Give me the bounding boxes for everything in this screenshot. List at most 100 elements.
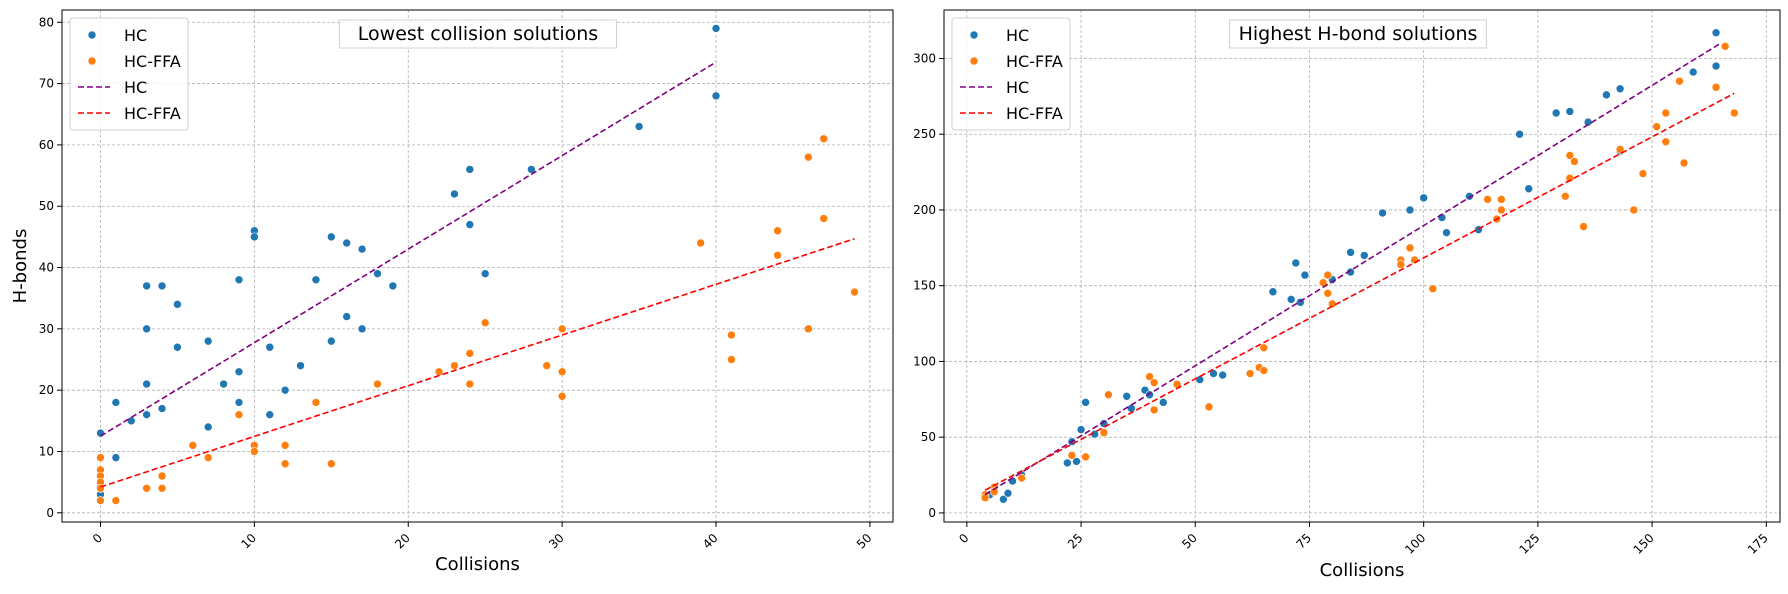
data-point <box>557 391 567 401</box>
data-point <box>1063 458 1072 468</box>
data-point <box>773 250 782 260</box>
x-tick-label: 150 <box>1631 531 1657 557</box>
data-point <box>203 453 213 462</box>
data-point <box>1145 390 1154 400</box>
data-point <box>1483 195 1492 204</box>
legend-label: HC-FFA <box>124 52 181 71</box>
data-point <box>1442 228 1451 237</box>
data-point <box>157 471 167 481</box>
data-point <box>557 324 567 334</box>
y-tick-label: 200 <box>913 203 936 217</box>
data-point <box>373 379 382 389</box>
data-point <box>1072 457 1081 466</box>
data-point <box>1081 452 1090 462</box>
data-point <box>1711 28 1721 38</box>
data-point <box>1405 205 1415 215</box>
data-point <box>111 453 121 462</box>
data-point <box>280 385 290 395</box>
legend-label: HC-FFA <box>1006 52 1063 71</box>
data-point <box>1565 107 1575 116</box>
data-point <box>342 238 351 248</box>
data-point <box>96 496 105 505</box>
data-point <box>1720 42 1730 51</box>
data-point <box>311 275 321 285</box>
data-point <box>711 91 721 101</box>
data-point <box>388 281 398 291</box>
data-point <box>819 134 829 144</box>
x-axis-label: Collisions <box>1320 560 1405 581</box>
series-hc-points <box>985 28 1721 504</box>
data-point <box>142 281 151 291</box>
x-tick-label: 0 <box>956 531 971 546</box>
data-point <box>1638 169 1648 178</box>
legend-marker <box>87 30 97 40</box>
data-point <box>1104 390 1113 400</box>
data-point <box>465 220 475 229</box>
data-point <box>157 483 167 493</box>
data-point <box>142 410 151 419</box>
data-point <box>1551 108 1561 118</box>
data-point <box>265 410 275 419</box>
y-tick-label: 100 <box>913 354 936 368</box>
data-point <box>1158 398 1168 407</box>
data-point <box>234 410 244 419</box>
data-point <box>203 336 213 346</box>
data-point <box>1560 192 1570 201</box>
data-point <box>327 336 336 346</box>
data-point <box>1378 208 1387 218</box>
data-point <box>1410 255 1419 265</box>
data-point <box>1209 369 1218 378</box>
y-tick-label: 0 <box>46 506 54 520</box>
data-point <box>1524 184 1534 194</box>
data-point <box>980 493 990 503</box>
data-point <box>711 24 721 33</box>
data-point <box>1602 90 1611 100</box>
chart-title-box <box>338 19 618 49</box>
chart-panel-2: 0 25 50 75 100 125 150 175 0 50 100 150 200 250 300 Hig… <box>913 9 1781 581</box>
data-point <box>96 453 105 462</box>
legend: HC HC-FFA HC HC-FFA <box>69 17 189 131</box>
y-tick-label: 150 <box>913 279 936 293</box>
y-tick-label: 0 <box>928 506 936 520</box>
data-point <box>342 312 351 321</box>
x-tick-label: 10 <box>238 531 259 552</box>
data-point <box>1679 158 1689 168</box>
x-tick-label: 40 <box>700 531 721 552</box>
data-point <box>1688 67 1698 77</box>
data-point <box>173 300 182 309</box>
legend-label: HC <box>1006 26 1029 45</box>
data-point <box>1259 366 1269 375</box>
data-point <box>250 447 259 456</box>
data-point <box>634 122 644 131</box>
data-point <box>727 355 736 364</box>
y-axis-label: H-bonds <box>10 229 31 304</box>
data-point <box>1259 343 1269 353</box>
y-tick-label: 10 <box>39 444 54 458</box>
x-tick-label: 125 <box>1516 531 1542 557</box>
data-point <box>203 422 213 432</box>
x-axis-label: Collisions <box>435 554 520 575</box>
data-point <box>142 324 151 334</box>
axes-frame <box>61 9 894 523</box>
data-point <box>557 367 567 377</box>
data-point <box>219 379 228 389</box>
plot-area <box>980 28 1739 504</box>
data-point <box>465 165 475 174</box>
data-point <box>265 342 275 352</box>
trend-line-hc <box>100 61 717 437</box>
legend-label: HC <box>124 78 147 97</box>
data-point <box>173 342 182 352</box>
chart-title: Highest H-bond solutions <box>1239 23 1478 45</box>
x-tick-label: 75 <box>1293 531 1314 552</box>
data-point <box>357 244 367 254</box>
data-point <box>1497 195 1506 204</box>
data-point <box>1419 193 1428 203</box>
data-point <box>1204 402 1214 412</box>
x-tick-label: 20 <box>392 531 413 552</box>
data-point <box>999 494 1008 504</box>
data-point <box>1323 270 1333 280</box>
y-tick-label: 70 <box>39 77 54 91</box>
legend-label: HC <box>124 26 147 45</box>
legend: HC HC-FFA HC HC-FFA <box>951 17 1071 131</box>
